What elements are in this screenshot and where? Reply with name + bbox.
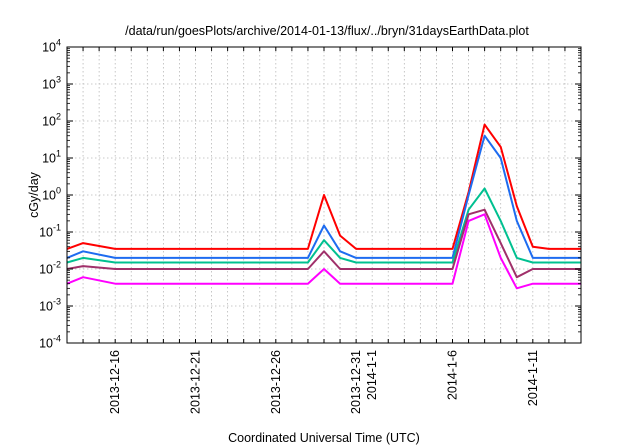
- y-tick-label: 104: [42, 38, 61, 55]
- series-line: [66, 123, 581, 250]
- series-line: [66, 213, 581, 290]
- y-tick-label: 102: [42, 112, 61, 129]
- x-tick-label: 2014-1-11: [526, 350, 540, 406]
- x-tick-label: 2013-12-31: [349, 350, 363, 414]
- y-axis-label: cGy/day: [27, 171, 41, 218]
- x-axis-label: Coordinated Universal Time (UTC): [228, 431, 420, 445]
- x-tick-label: 2014-1-6: [446, 350, 460, 400]
- y-tick-label: 10-2: [39, 260, 61, 277]
- x-tick-label: 2013-12-16: [108, 350, 122, 414]
- x-axis: 2013-12-16 2013-12-21 2013-12-26 2013-12-31…: [66, 47, 582, 414]
- x-tick-label: 2013-12-21: [189, 350, 203, 414]
- x-tick-label: 2014-1-1: [365, 350, 379, 400]
- y-tick-label: 10-1: [39, 223, 61, 240]
- y-axis: 10-4 10-3 10-2 10-1 100 101 102 103 104: [39, 38, 581, 351]
- y-tick-label: 101: [42, 149, 61, 166]
- series-line: [66, 208, 581, 279]
- series-line: [66, 134, 581, 259]
- series-group: [66, 123, 581, 290]
- chart-title: /data/run/goesPlots/archive/2014-01-13/f…: [125, 24, 529, 38]
- y-tick-label: 10-3: [39, 297, 61, 314]
- x-tick-label: 2013-12-26: [269, 350, 283, 414]
- series-line: [66, 187, 581, 264]
- y-tick-label: 10-4: [39, 334, 61, 351]
- grid: [67, 47, 581, 343]
- y-tick-label: 100: [42, 186, 61, 203]
- y-tick-label: 103: [42, 75, 61, 92]
